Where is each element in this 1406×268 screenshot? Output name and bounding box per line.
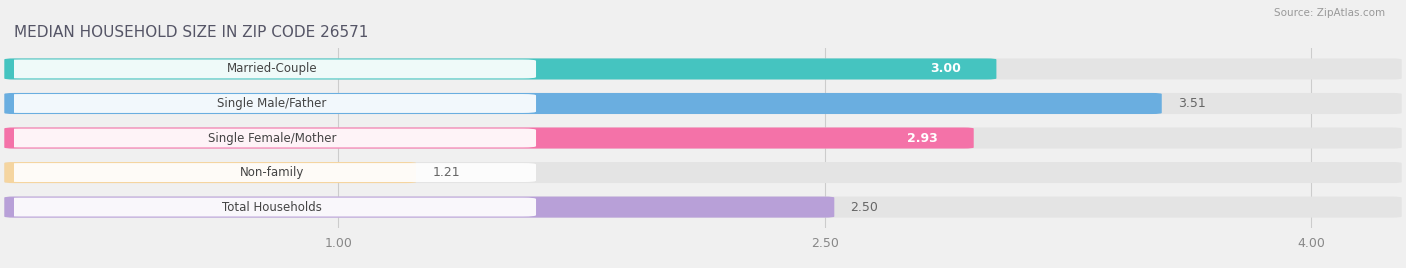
FancyBboxPatch shape bbox=[4, 93, 1402, 114]
FancyBboxPatch shape bbox=[7, 163, 536, 182]
Text: Married-Couple: Married-Couple bbox=[226, 62, 318, 76]
FancyBboxPatch shape bbox=[4, 58, 1402, 80]
FancyBboxPatch shape bbox=[4, 128, 974, 148]
FancyBboxPatch shape bbox=[4, 196, 834, 218]
Text: MEDIAN HOUSEHOLD SIZE IN ZIP CODE 26571: MEDIAN HOUSEHOLD SIZE IN ZIP CODE 26571 bbox=[14, 25, 368, 40]
Text: 1.21: 1.21 bbox=[432, 166, 460, 179]
FancyBboxPatch shape bbox=[4, 196, 1402, 218]
FancyBboxPatch shape bbox=[4, 93, 1161, 114]
FancyBboxPatch shape bbox=[7, 94, 536, 113]
FancyBboxPatch shape bbox=[4, 162, 416, 183]
FancyBboxPatch shape bbox=[7, 129, 536, 147]
FancyBboxPatch shape bbox=[4, 128, 1402, 148]
Text: Single Female/Mother: Single Female/Mother bbox=[208, 132, 336, 144]
FancyBboxPatch shape bbox=[4, 162, 1402, 183]
FancyBboxPatch shape bbox=[4, 58, 997, 80]
Text: 2.93: 2.93 bbox=[907, 132, 938, 144]
Text: 3.51: 3.51 bbox=[1178, 97, 1206, 110]
Text: Total Households: Total Households bbox=[222, 200, 322, 214]
FancyBboxPatch shape bbox=[7, 198, 536, 217]
Text: 3.00: 3.00 bbox=[929, 62, 960, 76]
Text: Single Male/Father: Single Male/Father bbox=[217, 97, 326, 110]
Text: Source: ZipAtlas.com: Source: ZipAtlas.com bbox=[1274, 8, 1385, 18]
Text: 2.50: 2.50 bbox=[851, 200, 879, 214]
FancyBboxPatch shape bbox=[7, 59, 536, 79]
Text: Non-family: Non-family bbox=[239, 166, 304, 179]
